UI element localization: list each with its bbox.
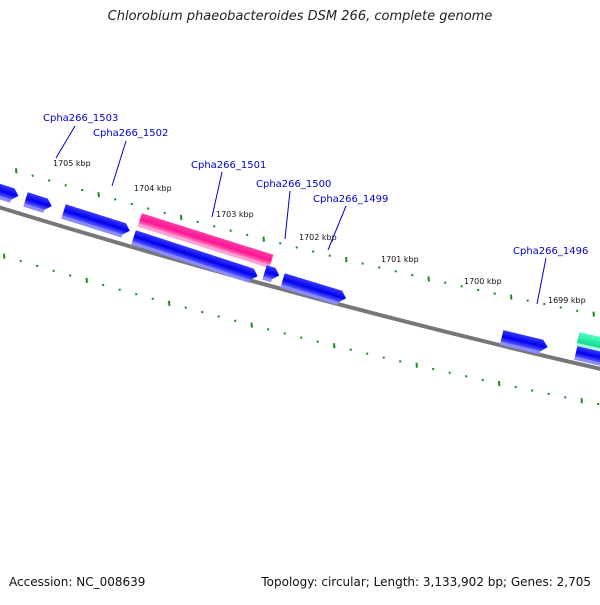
scale-label-1700: 1700 kbp [464,277,502,286]
gene-label-cpha266-1496[interactable]: Cpha266_1496 [513,246,588,257]
scale-ticks-lower [4,254,598,405]
gene-label-cpha266-1499[interactable]: Cpha266_1499 [313,194,388,205]
scale-label-1702: 1702 kbp [299,233,337,242]
map-title: Chlorobium phaeobacteroides DSM 266, com… [0,9,600,24]
scale-label-1699: 1699 kbp [548,296,586,305]
feature-upper-2[interactable] [23,192,53,214]
gene-label-cpha266-1500[interactable]: Cpha266_1500 [256,179,331,190]
gene-label-cpha266-1501[interactable]: Cpha266_1501 [191,160,266,171]
scale-label-1704: 1704 kbp [134,184,172,193]
feature-upper-1[interactable] [0,181,20,205]
feature-lower-cpha266-1499[interactable] [280,273,348,307]
feature-lower-2[interactable] [262,265,281,284]
feature-upper-3[interactable] [61,204,131,239]
scale-label-1703: 1703 kbp [216,210,254,219]
accession-label: Accession: NC_008639 [9,575,145,589]
gene-label-cpha266-1502[interactable]: Cpha266_1502 [93,128,168,139]
gene-label-cpha266-1503[interactable]: Cpha266_1503 [43,113,118,124]
scale-label-1705: 1705 kbp [53,159,91,168]
genome-summary: Topology: circular; Length: 3,133,902 bp… [261,575,591,589]
scale-label-1701: 1701 kbp [381,255,419,264]
